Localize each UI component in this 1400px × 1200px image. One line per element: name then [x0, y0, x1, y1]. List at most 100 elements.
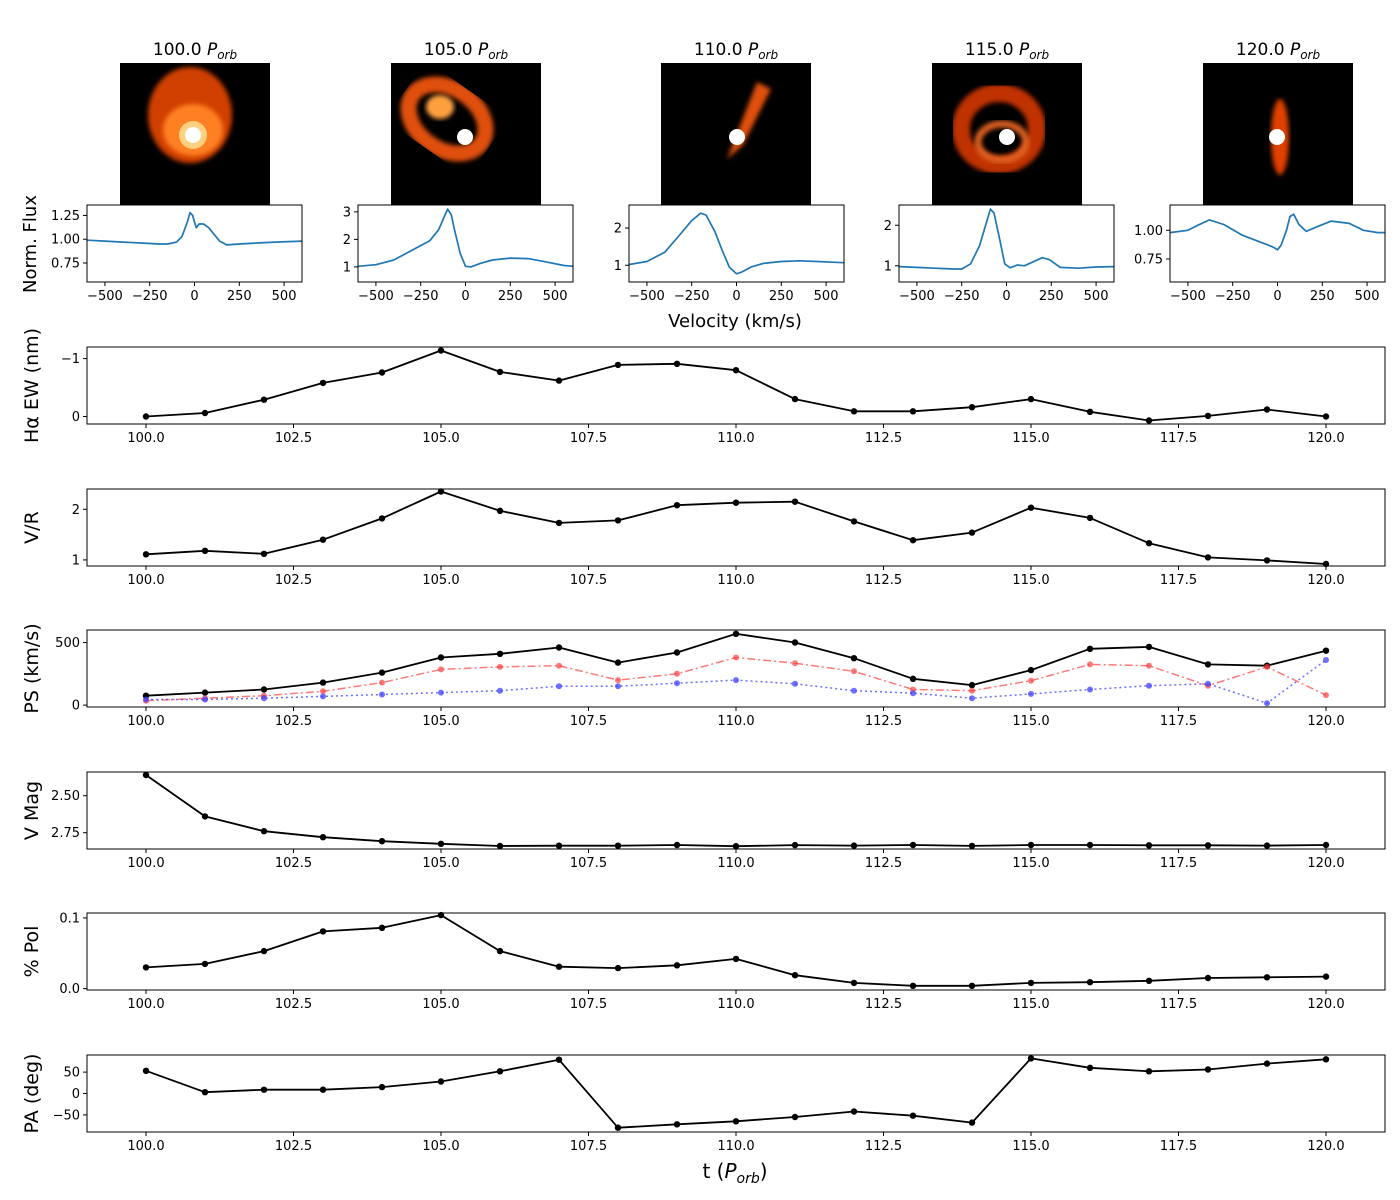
x-tick-label: −500 [629, 289, 665, 304]
disk-image: 120.0 Porb [1203, 40, 1353, 205]
data-point [909, 537, 917, 544]
data-point [673, 1121, 681, 1128]
data-point [496, 947, 504, 955]
data-point [1204, 974, 1212, 982]
y-tick-label: 2.75 [51, 826, 80, 841]
profile-frame [1169, 204, 1386, 283]
profile-frame [898, 204, 1115, 283]
data-point [496, 842, 504, 850]
y-tick-label: 1 [343, 260, 351, 275]
data-point [555, 377, 563, 384]
data-point [1086, 979, 1094, 986]
data-point [1264, 700, 1270, 707]
data-point [614, 1124, 622, 1131]
data-point [142, 551, 150, 558]
x-tick-label: 102.5 [275, 573, 312, 588]
data-point [850, 655, 858, 662]
data-point [1087, 686, 1093, 693]
disk-image: 105.0 Porb [391, 40, 541, 205]
x-tick-label: 100.0 [127, 573, 164, 588]
data-point [201, 1089, 209, 1096]
x-tick-label: −500 [1170, 289, 1206, 304]
data-point [1263, 406, 1271, 413]
data-point [555, 1056, 563, 1063]
data-point [1145, 1068, 1153, 1075]
data-point [260, 1086, 268, 1093]
x-tick-label: 105.0 [422, 714, 459, 729]
y-axis-label: V Mag [21, 781, 43, 840]
data-point [969, 695, 975, 702]
data-point [1087, 661, 1093, 668]
x-tick-label: 107.5 [570, 1139, 607, 1154]
data-point [1027, 395, 1035, 403]
x-tick-label: −250 [674, 289, 710, 304]
data-point [143, 696, 149, 703]
x-tick-label: 120.0 [1307, 1139, 1344, 1154]
data-point [496, 650, 504, 657]
y-tick-label: 2 [614, 222, 622, 237]
y-tick-label: 1.00 [1134, 224, 1163, 239]
profile-line [628, 212, 845, 275]
data-point [732, 1118, 740, 1125]
x-tick-label: 500 [543, 289, 568, 304]
data-point [319, 536, 327, 543]
data-point [614, 517, 622, 524]
data-point [910, 690, 916, 697]
x-tick-label: 100.0 [127, 431, 164, 446]
x-tick-label: 110.0 [717, 573, 754, 588]
data-point [909, 982, 917, 989]
data-point [555, 519, 563, 527]
y-axis-label: % Pol [21, 926, 43, 978]
y-tick-label: 3 [343, 205, 351, 220]
x-tick-label: 100.0 [127, 1139, 164, 1154]
y-tick-label: 0 [72, 699, 80, 714]
data-point [791, 1113, 799, 1121]
x-tick-label: −500 [87, 289, 123, 304]
x-tick-label: 112.5 [865, 431, 902, 446]
data-point [850, 408, 858, 415]
data-point [614, 964, 622, 972]
x-tick-label: 117.5 [1160, 997, 1197, 1012]
data-point [1027, 1055, 1035, 1062]
data-point [1204, 554, 1212, 561]
data-point [674, 670, 680, 677]
x-tick-label: 112.5 [865, 856, 902, 871]
timeseries-panel: 100.0 102.5 105.0 107.5 110.0 112.5 115.0 117.5… [21, 623, 1386, 729]
x-tick-label: 105.0 [422, 1139, 459, 1154]
data-point [497, 687, 503, 694]
data-point [437, 347, 445, 354]
data-point [1028, 690, 1034, 697]
x-tick-label: 0 [190, 289, 198, 304]
data-point [261, 695, 267, 702]
data-point [496, 1068, 504, 1075]
data-point [850, 1108, 858, 1115]
x-tick-label: 120.0 [1307, 856, 1344, 871]
x-tick-label: 102.5 [275, 1139, 312, 1154]
line-profile-panel: −500 −250 0 250 500 0.75 1.00 1.25 [51, 204, 303, 304]
x-tick-label: 112.5 [865, 997, 902, 1012]
data-point [556, 662, 562, 669]
data-point [851, 687, 857, 694]
data-point [1204, 412, 1212, 420]
x-tick-label: 100.0 [127, 714, 164, 729]
data-point [201, 547, 209, 554]
y-tick-label: 1 [884, 259, 892, 274]
data-point [791, 841, 799, 849]
y-tick-label: 0 [72, 1087, 80, 1102]
data-point [1027, 979, 1035, 987]
data-point [379, 691, 385, 698]
data-point [437, 840, 445, 847]
profile-line [357, 208, 574, 268]
data-point [1145, 842, 1153, 849]
x-tick-label: 112.5 [865, 1139, 902, 1154]
x-tick-label: 500 [1355, 289, 1380, 304]
x-tick-label: 250 [769, 289, 794, 304]
x-tick-label: 117.5 [1160, 431, 1197, 446]
data-point [1204, 661, 1212, 668]
x-tick-label: 0 [461, 289, 469, 304]
data-point [260, 550, 268, 557]
y-tick-label: 1 [614, 259, 622, 274]
data-point [497, 663, 503, 670]
data-point [142, 964, 150, 971]
x-tick-label: 120.0 [1307, 997, 1344, 1012]
